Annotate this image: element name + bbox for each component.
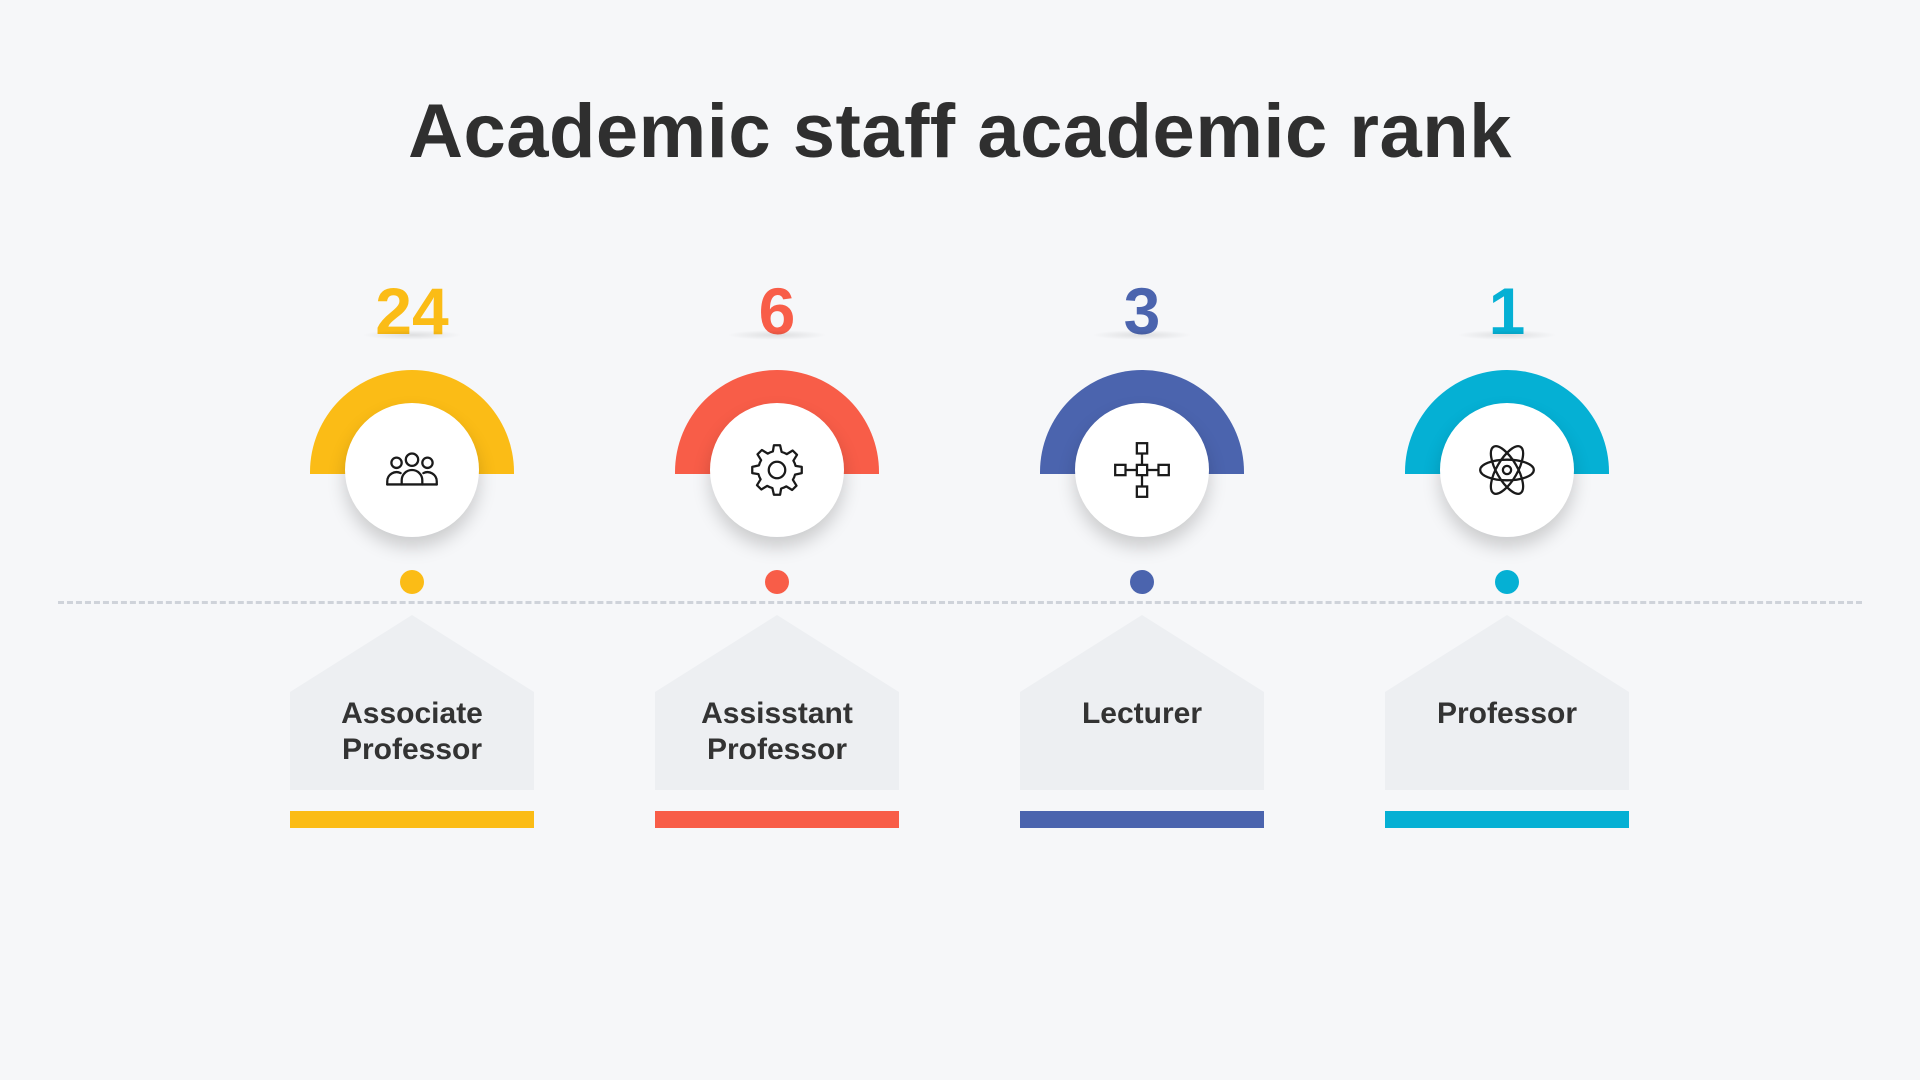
rank-label-line: Professor <box>1436 697 1578 730</box>
people-icon <box>386 452 438 486</box>
rank-item-professor: 1 Professor <box>1377 0 1637 1080</box>
icon-circle <box>1075 403 1209 537</box>
icon-circle <box>1440 403 1574 537</box>
rank-item-associate-professor: 24 Associate Professor <box>282 0 542 1080</box>
rank-label: Assisstant Professor <box>655 696 899 768</box>
count-shadow <box>727 330 827 340</box>
rank-count: 24 <box>375 274 449 348</box>
rank-item-lecturer: 3 Lecturer <box>1012 0 1272 1080</box>
icon-circle <box>345 403 479 537</box>
count-shadow <box>362 330 462 340</box>
timeline-dot <box>400 570 424 594</box>
color-bar <box>290 811 534 828</box>
rank-count: 6 <box>758 274 796 348</box>
rank-label: Professor <box>1385 696 1629 732</box>
timeline-dot <box>765 570 789 594</box>
count-shadow <box>1457 330 1557 340</box>
network-nodes-icon <box>1114 442 1170 498</box>
page-title: Academic staff academic rank <box>408 89 1512 174</box>
color-bar <box>655 811 899 828</box>
count-shadow <box>1092 330 1192 340</box>
color-bar <box>1020 811 1264 828</box>
rank-label-line: Assisstant <box>701 697 853 730</box>
rank-label-line: Professor <box>706 733 848 766</box>
gear-icon <box>751 444 803 496</box>
rank-count: 3 <box>1123 274 1161 348</box>
icon-circle <box>710 403 844 537</box>
rank-label-line: Lecturer <box>1081 697 1203 730</box>
color-bar <box>1385 811 1629 828</box>
rank-label-line: Professor <box>341 733 483 766</box>
rank-label-line: Associate <box>341 697 483 730</box>
rank-label: Associate Professor <box>290 696 534 768</box>
timeline-dot <box>1495 570 1519 594</box>
atom-icon <box>1479 445 1535 495</box>
rank-label: Lecturer <box>1020 696 1264 732</box>
timeline-dot <box>1130 570 1154 594</box>
rank-item-assistant-professor: 6 Assisstant Professor <box>647 0 907 1080</box>
rank-count: 1 <box>1488 274 1526 348</box>
timeline-dashed-line <box>58 601 1862 604</box>
